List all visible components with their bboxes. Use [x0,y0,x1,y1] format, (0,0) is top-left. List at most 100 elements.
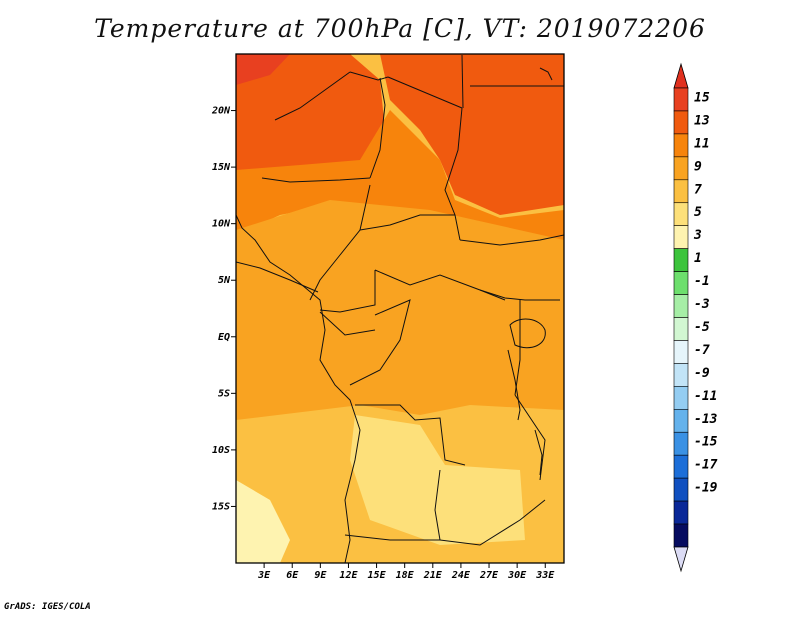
zone-namibia-coast [236,480,290,563]
lake-malawi [534,429,543,476]
border-mali-algeria [274,71,351,121]
lat-tick-label: 20N [211,106,231,117]
colorbar-box [673,179,689,204]
colorbar-label: -13 [694,412,718,427]
lon-tick-label: 24E [451,570,471,581]
lon-tick-label: 3E [257,570,271,581]
border-libya-egypt [461,54,464,109]
border-angola-namibia [344,534,440,541]
colorbar-box [673,156,689,181]
lat-tick-label: 5S [218,388,230,399]
zone-libya-hot [236,54,290,85]
zone-gulf-guinea [236,200,564,300]
zone-sahara-east [380,54,564,215]
lat-tick-label: EQ [218,332,230,343]
colorbar-label: 5 [694,205,702,220]
lon-tick-label: 27E [479,570,499,581]
colorbar-label: -9 [694,366,710,381]
lake-tanganyika [507,349,521,421]
colorbar-box [673,363,689,387]
lon-tick-label: 12E [339,570,358,581]
red-sea-coast [539,67,553,81]
colorbar-label: 3 [693,228,702,243]
colorbar-box [673,271,689,295]
colorbar-box [673,133,689,158]
border-chad-car [359,214,455,231]
colorbar-label: -15 [694,435,718,450]
coastline-west-africa [236,214,361,563]
border-cameroon-congo [319,270,376,313]
colorbar-box [673,110,689,135]
lon-tick-label: 33E [535,570,555,581]
border-zambia-zimbabwe [439,499,546,546]
colorbar-label: 13 [694,113,710,128]
border-nigeria-niger [261,177,371,183]
temperature-field [236,54,564,563]
colorbar-box [673,500,689,525]
colorbar-label: -5 [694,320,710,335]
longitude-axis: 3E 6E 9E 12E 15E 18E 21E 24E 27E 30E 33E [257,563,555,581]
colorbar-label: -3 [694,297,710,312]
lat-tick-label: 10N [212,219,231,230]
colorbar-box [673,225,689,249]
colorbar-label: 9 [694,159,702,174]
border-nigeria-cameroon [309,184,371,301]
colorbar-box [673,340,689,364]
colorbar-box [673,408,689,433]
lon-tick-label: 9E [314,570,327,581]
border-ssudan-drc [479,289,560,301]
border-gabon [319,311,376,336]
colorbar-box [673,317,689,341]
lon-tick-label: 18E [396,570,415,581]
lat-tick-label: 15N [212,162,231,173]
lat-tick-label: 10S [212,445,230,456]
colorbar-label: -11 [694,389,717,404]
zone-congo-basin [236,290,564,430]
border-sudan-ssudan [459,234,564,246]
lat-tick-label: 15S [212,501,230,512]
colorbar-label: -17 [694,458,718,473]
border-tanzania [514,394,546,481]
map-title: Temperature at 700hPa [C], VT: 201907220… [94,14,706,43]
lon-tick-label: 21E [423,570,443,581]
grads-credit: GrADS: IGES/COLA [4,602,91,612]
colorbar-label: 7 [694,182,702,197]
colorbar-bottom-triangle [673,546,689,573]
border-algeria-niger [349,71,389,81]
border-congo-drc [349,299,411,386]
colorbar-label: -1 [694,274,710,289]
colorbar-label: 15 [694,90,710,105]
colorbar-box [673,386,689,410]
zone-angola-plateau [350,415,525,545]
map-frame [235,53,565,564]
colorbar-label: -7 [694,343,710,358]
colorbar-box [673,523,689,548]
border-chad-sudan [444,107,463,241]
colorbar-box [673,477,689,502]
colorbar-label: 11 [694,136,710,151]
border-niger-chad [369,77,386,179]
country-borders [236,54,564,563]
colorbar-top-triangle [673,62,689,89]
lon-tick-label: 6E [286,570,299,581]
border-chad-libya [387,76,463,109]
lon-tick-label: 15E [368,570,387,581]
border-uganda-kenya [514,300,521,396]
colorbar-box [673,294,689,318]
lat-tick-label: 5N [218,275,231,286]
lake-victoria [509,318,546,349]
zone-sahara-west [236,54,385,180]
zone-sahel [236,110,564,245]
colorbar-box [673,202,689,227]
colorbar-box [673,248,689,272]
colorbar: 15 13 11 9 7 5 3 1 -1 -3 -5 -7 -9 -11 -13 -15 -17 -19 [673,62,718,573]
colorbar-box [673,431,689,456]
colorbar-label: -19 [694,481,718,496]
border-angola-zambia [434,469,441,541]
colorbar-box [673,87,689,112]
colorbar-box [673,454,689,479]
coastline-gulf [236,261,319,293]
latitude-axis: 20N 15N 10N 5N EQ 5S 10S 15S [211,106,236,512]
colorbar-label: 1 [694,251,702,266]
